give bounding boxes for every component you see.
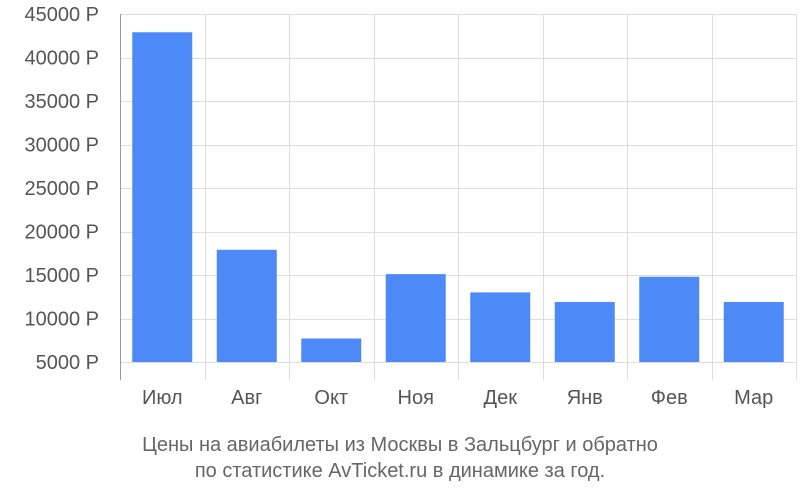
y-tick-label: 10000 Р bbox=[24, 309, 99, 331]
bar-6 bbox=[554, 301, 615, 362]
y-tick-label: 20000 Р bbox=[24, 222, 99, 244]
bar-2 bbox=[216, 249, 277, 362]
x-tick-label: Окт bbox=[314, 387, 348, 409]
y-tick-label: 40000 Р bbox=[24, 48, 99, 70]
y-tick-label: 25000 Р bbox=[24, 178, 99, 200]
bar-7 bbox=[639, 276, 700, 362]
bar-4 bbox=[385, 274, 446, 362]
x-tick-label: Авг bbox=[231, 387, 262, 409]
y-tick-label: 45000 Р bbox=[24, 4, 99, 26]
caption-line-2: по статистике AvTicket.ru в динамике за … bbox=[194, 460, 606, 482]
y-tick-label: 15000 Р bbox=[24, 265, 99, 287]
x-tick-label: Янв bbox=[567, 387, 603, 409]
caption-line-1: Цены на авиабилеты из Москвы в Зальцбург… bbox=[142, 434, 658, 456]
x-tick-label: Ноя bbox=[398, 387, 434, 409]
chart-caption: Цены на авиабилеты из Москвы в Зальцбург… bbox=[0, 432, 800, 484]
x-tick-label: Мар bbox=[734, 387, 773, 409]
x-tick-label: Дек bbox=[484, 387, 518, 409]
y-tick-label: 5000 Р bbox=[36, 352, 99, 374]
bar-5 bbox=[470, 292, 531, 362]
bar-1 bbox=[132, 32, 193, 363]
y-tick-label: 35000 Р bbox=[24, 91, 99, 113]
bar-3 bbox=[301, 338, 362, 362]
bar-8 bbox=[723, 301, 784, 362]
y-tick-label: 30000 Р bbox=[24, 135, 99, 157]
x-tick-label: Фев bbox=[651, 387, 688, 409]
x-tick-labels: Июл Авг Окт Ноя Дек Янв Фев Мар bbox=[142, 387, 773, 409]
x-tick-label: Июл bbox=[142, 387, 183, 409]
y-tick-labels: 5000 Р 10000 Р 15000 Р 20000 Р 25000 Р 30000 … bbox=[24, 4, 99, 374]
bars bbox=[132, 32, 784, 363]
grid-lines bbox=[120, 14, 797, 380]
